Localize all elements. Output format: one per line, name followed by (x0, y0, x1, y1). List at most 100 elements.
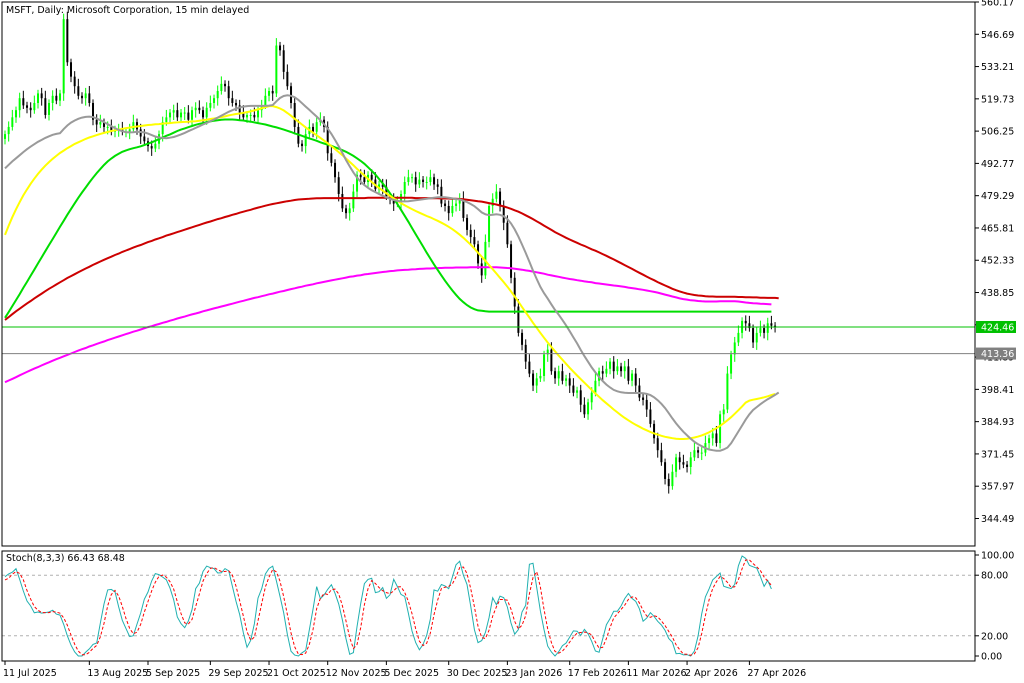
price-lines: 424.46 413.36 (2, 320, 1016, 360)
time-tick-label: 5 Sep 2025 (146, 668, 200, 679)
candle-body (246, 114, 249, 118)
candle-body (568, 378, 571, 386)
candle-body (433, 177, 436, 185)
candle-body (40, 93, 43, 99)
price-tick-label: 357.97 (981, 482, 1014, 493)
candle-body (532, 373, 535, 386)
candle-body (444, 203, 447, 206)
time-tick-label: 2 Apr 2026 (685, 668, 738, 679)
candle-body (766, 323, 769, 333)
candle-body (616, 366, 619, 372)
candle-body (528, 361, 531, 374)
candle-body (381, 184, 384, 187)
candle-body (88, 93, 91, 103)
candle-body (697, 450, 700, 453)
candle-body (370, 174, 373, 180)
moving-average-line-3 (4, 118, 772, 319)
candle-body (271, 91, 274, 94)
candle-body (422, 179, 425, 183)
price-tick-label: 506.25 (981, 127, 1014, 138)
price-tick-label: 398.41 (981, 385, 1014, 396)
candle-body (774, 325, 777, 327)
candle-body (191, 110, 194, 120)
candle-body (66, 19, 69, 63)
candle-body (682, 462, 685, 465)
candle-body (689, 457, 692, 467)
price-tag-1 (976, 320, 1016, 333)
candle-body (44, 98, 47, 115)
moving-average-line-5 (4, 94, 780, 452)
candle-body (33, 102, 36, 111)
candle-body (458, 198, 461, 204)
candle-body (583, 404, 586, 415)
candle-body (726, 373, 729, 410)
time-tick-label: 29 Sep 2025 (208, 668, 268, 679)
stoch-main-line (4, 555, 772, 657)
candle-body (627, 366, 630, 381)
candle-body (202, 110, 205, 118)
price-tick-label: 492.77 (981, 159, 1014, 170)
candle-body (436, 184, 439, 187)
time-tick-label: 21 Oct 2025 (267, 668, 326, 679)
candle-body (106, 126, 109, 128)
candle-body (480, 263, 483, 276)
candle-body (345, 208, 348, 214)
candle-body (22, 98, 25, 106)
candle-body (392, 198, 395, 204)
candle-body (227, 86, 230, 99)
candle-body (176, 110, 179, 118)
moving-average-line-2 (4, 196, 779, 321)
candle-body (587, 402, 590, 415)
candle-body (543, 354, 546, 376)
time-tick-label: 11 Jul 2025 (3, 668, 57, 679)
time-tick-label: 12 Nov 2025 (326, 668, 387, 679)
stoch-tick-label: 100.00 (981, 551, 1014, 562)
candle-body (183, 112, 186, 114)
price-axis: 560.17 546.69 533.21 519.73 506.25 492.77 479.… (975, 0, 1014, 525)
candle-body (172, 110, 175, 113)
candle-body (330, 153, 333, 163)
candle-body (341, 193, 344, 209)
candle-body (535, 378, 538, 386)
candle-body (499, 191, 502, 206)
candle-body (95, 119, 98, 125)
candle-body (546, 349, 549, 355)
candle-body (590, 392, 593, 403)
time-tick-label: 30 Dec 2025 (447, 668, 508, 679)
candle-body (737, 332, 740, 343)
time-tick-label: 27 Apr 2026 (747, 668, 806, 679)
candle-body (466, 217, 469, 230)
price-tick-label: 533.21 (981, 62, 1014, 73)
price-tick-label: 546.69 (981, 30, 1014, 41)
price-tick-label: 519.73 (981, 94, 1014, 105)
candle-body (128, 129, 131, 132)
candle-body (693, 450, 696, 458)
candle-body (715, 433, 718, 444)
candle-body (235, 102, 238, 106)
candle-body (755, 332, 758, 343)
moving-averages (4, 94, 780, 452)
candle-body (205, 107, 208, 118)
candle-body (675, 457, 678, 472)
candle-body (447, 205, 450, 214)
candle-body (686, 464, 689, 467)
main-pane-frame (1, 1, 976, 547)
price-tick-label: 371.45 (981, 449, 1014, 460)
candle-body (304, 134, 307, 147)
candle-body (154, 143, 157, 149)
candle-body (48, 102, 51, 115)
price-tick-label: 452.33 (981, 256, 1014, 267)
candle-body (282, 50, 285, 72)
candle-body (612, 361, 615, 372)
candle-body (510, 244, 513, 278)
candle-body (169, 112, 172, 118)
candle-body (161, 122, 164, 135)
candle-body (231, 98, 234, 103)
candle-body (770, 323, 773, 326)
candle-body (290, 86, 293, 103)
moving-average-line-1 (4, 266, 772, 384)
time-tick-label: 11 Mar 2026 (626, 668, 686, 679)
candle-body (62, 19, 65, 94)
candle-body (242, 112, 245, 118)
